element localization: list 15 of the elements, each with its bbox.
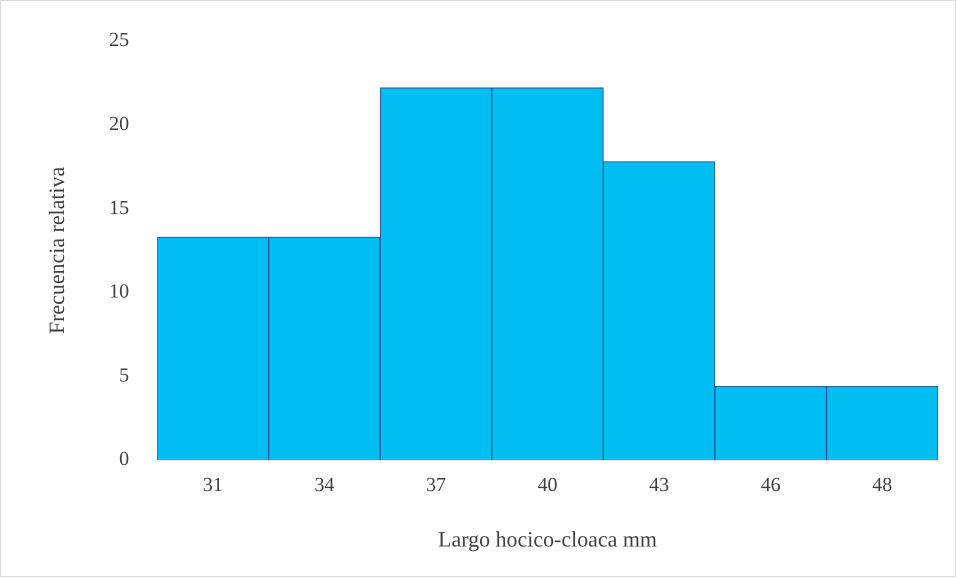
y-tick-label: 5 bbox=[119, 364, 130, 386]
y-axis-title: Frecuencia relativa bbox=[44, 166, 69, 334]
x-tick-label: 48 bbox=[872, 474, 892, 496]
y-tick-label: 20 bbox=[109, 112, 130, 135]
x-tick-label: 46 bbox=[760, 474, 781, 496]
x-tick-label: 37 bbox=[426, 474, 446, 496]
y-tick-label: 25 bbox=[109, 29, 130, 52]
x-tick-label: 43 bbox=[649, 474, 670, 496]
x-tick-label: 31 bbox=[202, 474, 223, 496]
x-tick-label: 34 bbox=[314, 474, 334, 496]
y-tick-label: 0 bbox=[119, 448, 130, 470]
x-axis-title: Largo hocico-cloaca mm bbox=[438, 526, 657, 552]
y-tick-label: 10 bbox=[109, 280, 130, 303]
x-tick-label: 40 bbox=[538, 474, 558, 496]
y-tick-label: 15 bbox=[109, 196, 130, 219]
